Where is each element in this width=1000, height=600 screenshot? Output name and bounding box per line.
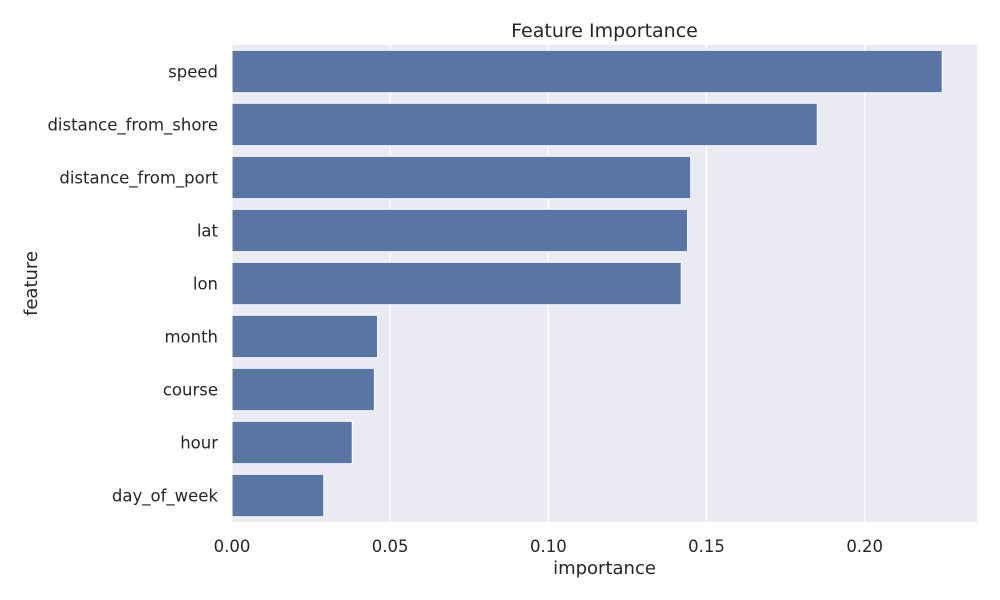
y-tick-label: hour — [180, 434, 218, 453]
bar — [231, 314, 379, 359]
y-tick-labels: speed distance_from_shore distance_from_po… — [47, 63, 218, 507]
y-tick-label: distance_from_shore — [47, 116, 218, 136]
bar — [231, 155, 692, 200]
x-tick-labels: 0.00 0.05 0.10 0.15 0.20 — [214, 537, 883, 556]
y-tick-label: day_of_week — [112, 487, 219, 507]
x-axis-label: importance — [553, 558, 656, 579]
x-tick-label: 0.10 — [530, 537, 567, 556]
x-tick-label: 0.05 — [372, 537, 409, 556]
y-tick-label: lat — [197, 222, 219, 241]
chart-title: Feature Importance — [511, 20, 698, 42]
bars — [231, 49, 943, 518]
y-tick-label: month — [164, 328, 218, 347]
y-tick-label: lon — [193, 275, 218, 294]
x-tick-label: 0.00 — [214, 537, 251, 556]
x-tick-label: 0.20 — [846, 537, 883, 556]
bar — [231, 473, 325, 518]
bar — [231, 102, 818, 147]
bar — [231, 49, 943, 94]
bar — [231, 261, 682, 306]
bar — [231, 208, 689, 253]
x-tick-label: 0.15 — [688, 537, 725, 556]
y-tick-label: speed — [168, 63, 218, 82]
bar — [231, 367, 375, 412]
y-tick-label: course — [163, 381, 218, 400]
y-tick-label: distance_from_port — [59, 169, 218, 189]
bar — [231, 420, 353, 465]
y-axis-label: feature — [21, 251, 42, 316]
